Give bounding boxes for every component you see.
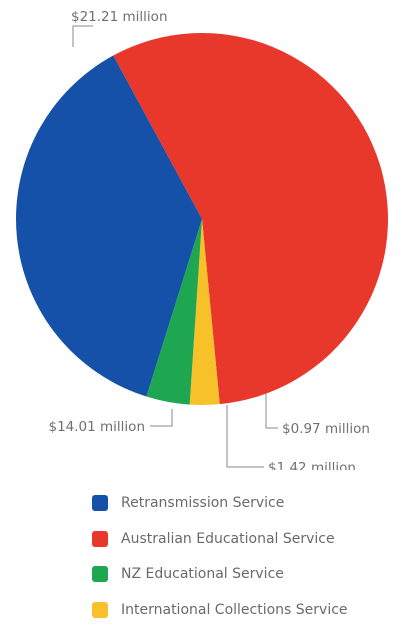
pie-slices bbox=[16, 32, 389, 405]
pie-slice-international-collections bbox=[189, 219, 220, 405]
legend-item-international-collections: International Collections Service bbox=[92, 601, 348, 619]
data-label-nz-educational: $1.42 million bbox=[268, 460, 356, 470]
data-label-australian-educational: $21.21 million bbox=[71, 9, 168, 25]
leader-line-australian-educational bbox=[72, 25, 93, 47]
legend-item-australian-educational: Australian Educational Service bbox=[92, 530, 348, 548]
pie-slice-retransmission bbox=[16, 55, 202, 397]
legend-label: NZ Educational Service bbox=[121, 566, 284, 582]
legend-label: International Collections Service bbox=[121, 601, 348, 618]
pie-slice-nz-educational bbox=[146, 219, 202, 405]
legend-swatch bbox=[92, 601, 108, 618]
legend-item-retransmission: Retransmission Service bbox=[92, 494, 348, 512]
leader-line-nz-educational bbox=[226, 405, 264, 468]
data-label-retransmission: $14.01 million bbox=[49, 419, 146, 435]
legend-item-nz-educational: NZ Educational Service bbox=[92, 565, 348, 583]
legend-swatch bbox=[92, 530, 108, 547]
data-labels: $14.01 million $21.21 million $1.42 millio… bbox=[49, 9, 370, 470]
leader-lines bbox=[72, 25, 278, 468]
leader-line-retransmission bbox=[150, 409, 173, 427]
pie-chart: $14.01 million $21.21 million $1.42 millio… bbox=[16, 9, 389, 470]
legend-swatch bbox=[92, 495, 108, 511]
legend-label: Retransmission Service bbox=[121, 495, 285, 511]
pie-slice-australian-educational bbox=[113, 32, 389, 405]
legend-label: Australian Educational Service bbox=[121, 530, 335, 547]
legend-swatch bbox=[92, 566, 108, 582]
leader-line-international-collections bbox=[265, 393, 278, 429]
data-label-international-collections: $0.97 million bbox=[282, 421, 370, 437]
legend: Retransmission Service Australian Educati… bbox=[92, 494, 348, 636]
